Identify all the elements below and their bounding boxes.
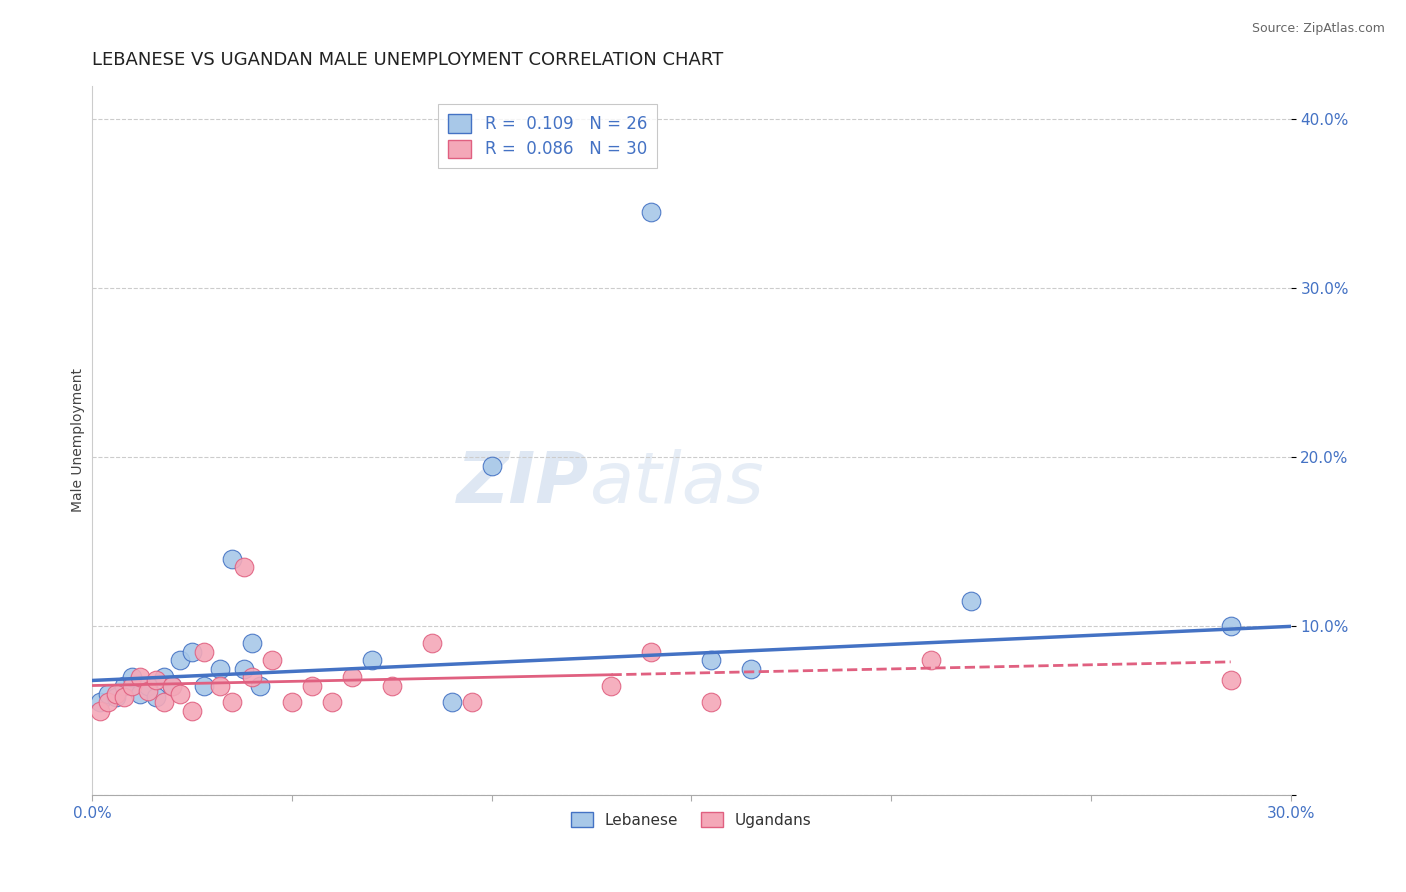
Point <box>160 679 183 693</box>
Point <box>136 679 159 693</box>
Point <box>129 670 152 684</box>
Point <box>481 458 503 473</box>
Point <box>129 687 152 701</box>
Point <box>169 687 191 701</box>
Point <box>740 662 762 676</box>
Point <box>136 683 159 698</box>
Point <box>340 670 363 684</box>
Point <box>381 679 404 693</box>
Point <box>193 645 215 659</box>
Text: LEBANESE VS UGANDAN MALE UNEMPLOYMENT CORRELATION CHART: LEBANESE VS UGANDAN MALE UNEMPLOYMENT CO… <box>93 51 724 69</box>
Point <box>97 687 120 701</box>
Point <box>105 687 128 701</box>
Point <box>640 205 662 219</box>
Point <box>640 645 662 659</box>
Point <box>360 653 382 667</box>
Point <box>89 695 111 709</box>
Point <box>249 679 271 693</box>
Point <box>160 679 183 693</box>
Point <box>1219 619 1241 633</box>
Point <box>920 653 942 667</box>
Point <box>233 560 256 574</box>
Point <box>121 679 143 693</box>
Point <box>105 690 128 705</box>
Point <box>181 704 204 718</box>
Text: Source: ZipAtlas.com: Source: ZipAtlas.com <box>1251 22 1385 36</box>
Point <box>281 695 304 709</box>
Point <box>112 679 135 693</box>
Point <box>321 695 343 709</box>
Point <box>208 679 231 693</box>
Point <box>145 673 167 688</box>
Point <box>169 653 191 667</box>
Point <box>221 695 243 709</box>
Point <box>260 653 283 667</box>
Text: atlas: atlas <box>589 449 763 517</box>
Point <box>960 594 983 608</box>
Point <box>700 695 723 709</box>
Point <box>240 636 263 650</box>
Point <box>233 662 256 676</box>
Point <box>221 551 243 566</box>
Point <box>240 670 263 684</box>
Point <box>181 645 204 659</box>
Point <box>97 695 120 709</box>
Point <box>89 704 111 718</box>
Text: ZIP: ZIP <box>457 449 589 517</box>
Point <box>208 662 231 676</box>
Point <box>420 636 443 650</box>
Point <box>153 695 176 709</box>
Point <box>700 653 723 667</box>
Point <box>112 690 135 705</box>
Point <box>600 679 623 693</box>
Point <box>193 679 215 693</box>
Point <box>440 695 463 709</box>
Y-axis label: Male Unemployment: Male Unemployment <box>72 368 86 512</box>
Point <box>121 670 143 684</box>
Point <box>153 670 176 684</box>
Point <box>301 679 323 693</box>
Legend: Lebanese, Ugandans: Lebanese, Ugandans <box>565 805 818 834</box>
Point <box>1219 673 1241 688</box>
Point <box>145 690 167 705</box>
Point <box>460 695 482 709</box>
